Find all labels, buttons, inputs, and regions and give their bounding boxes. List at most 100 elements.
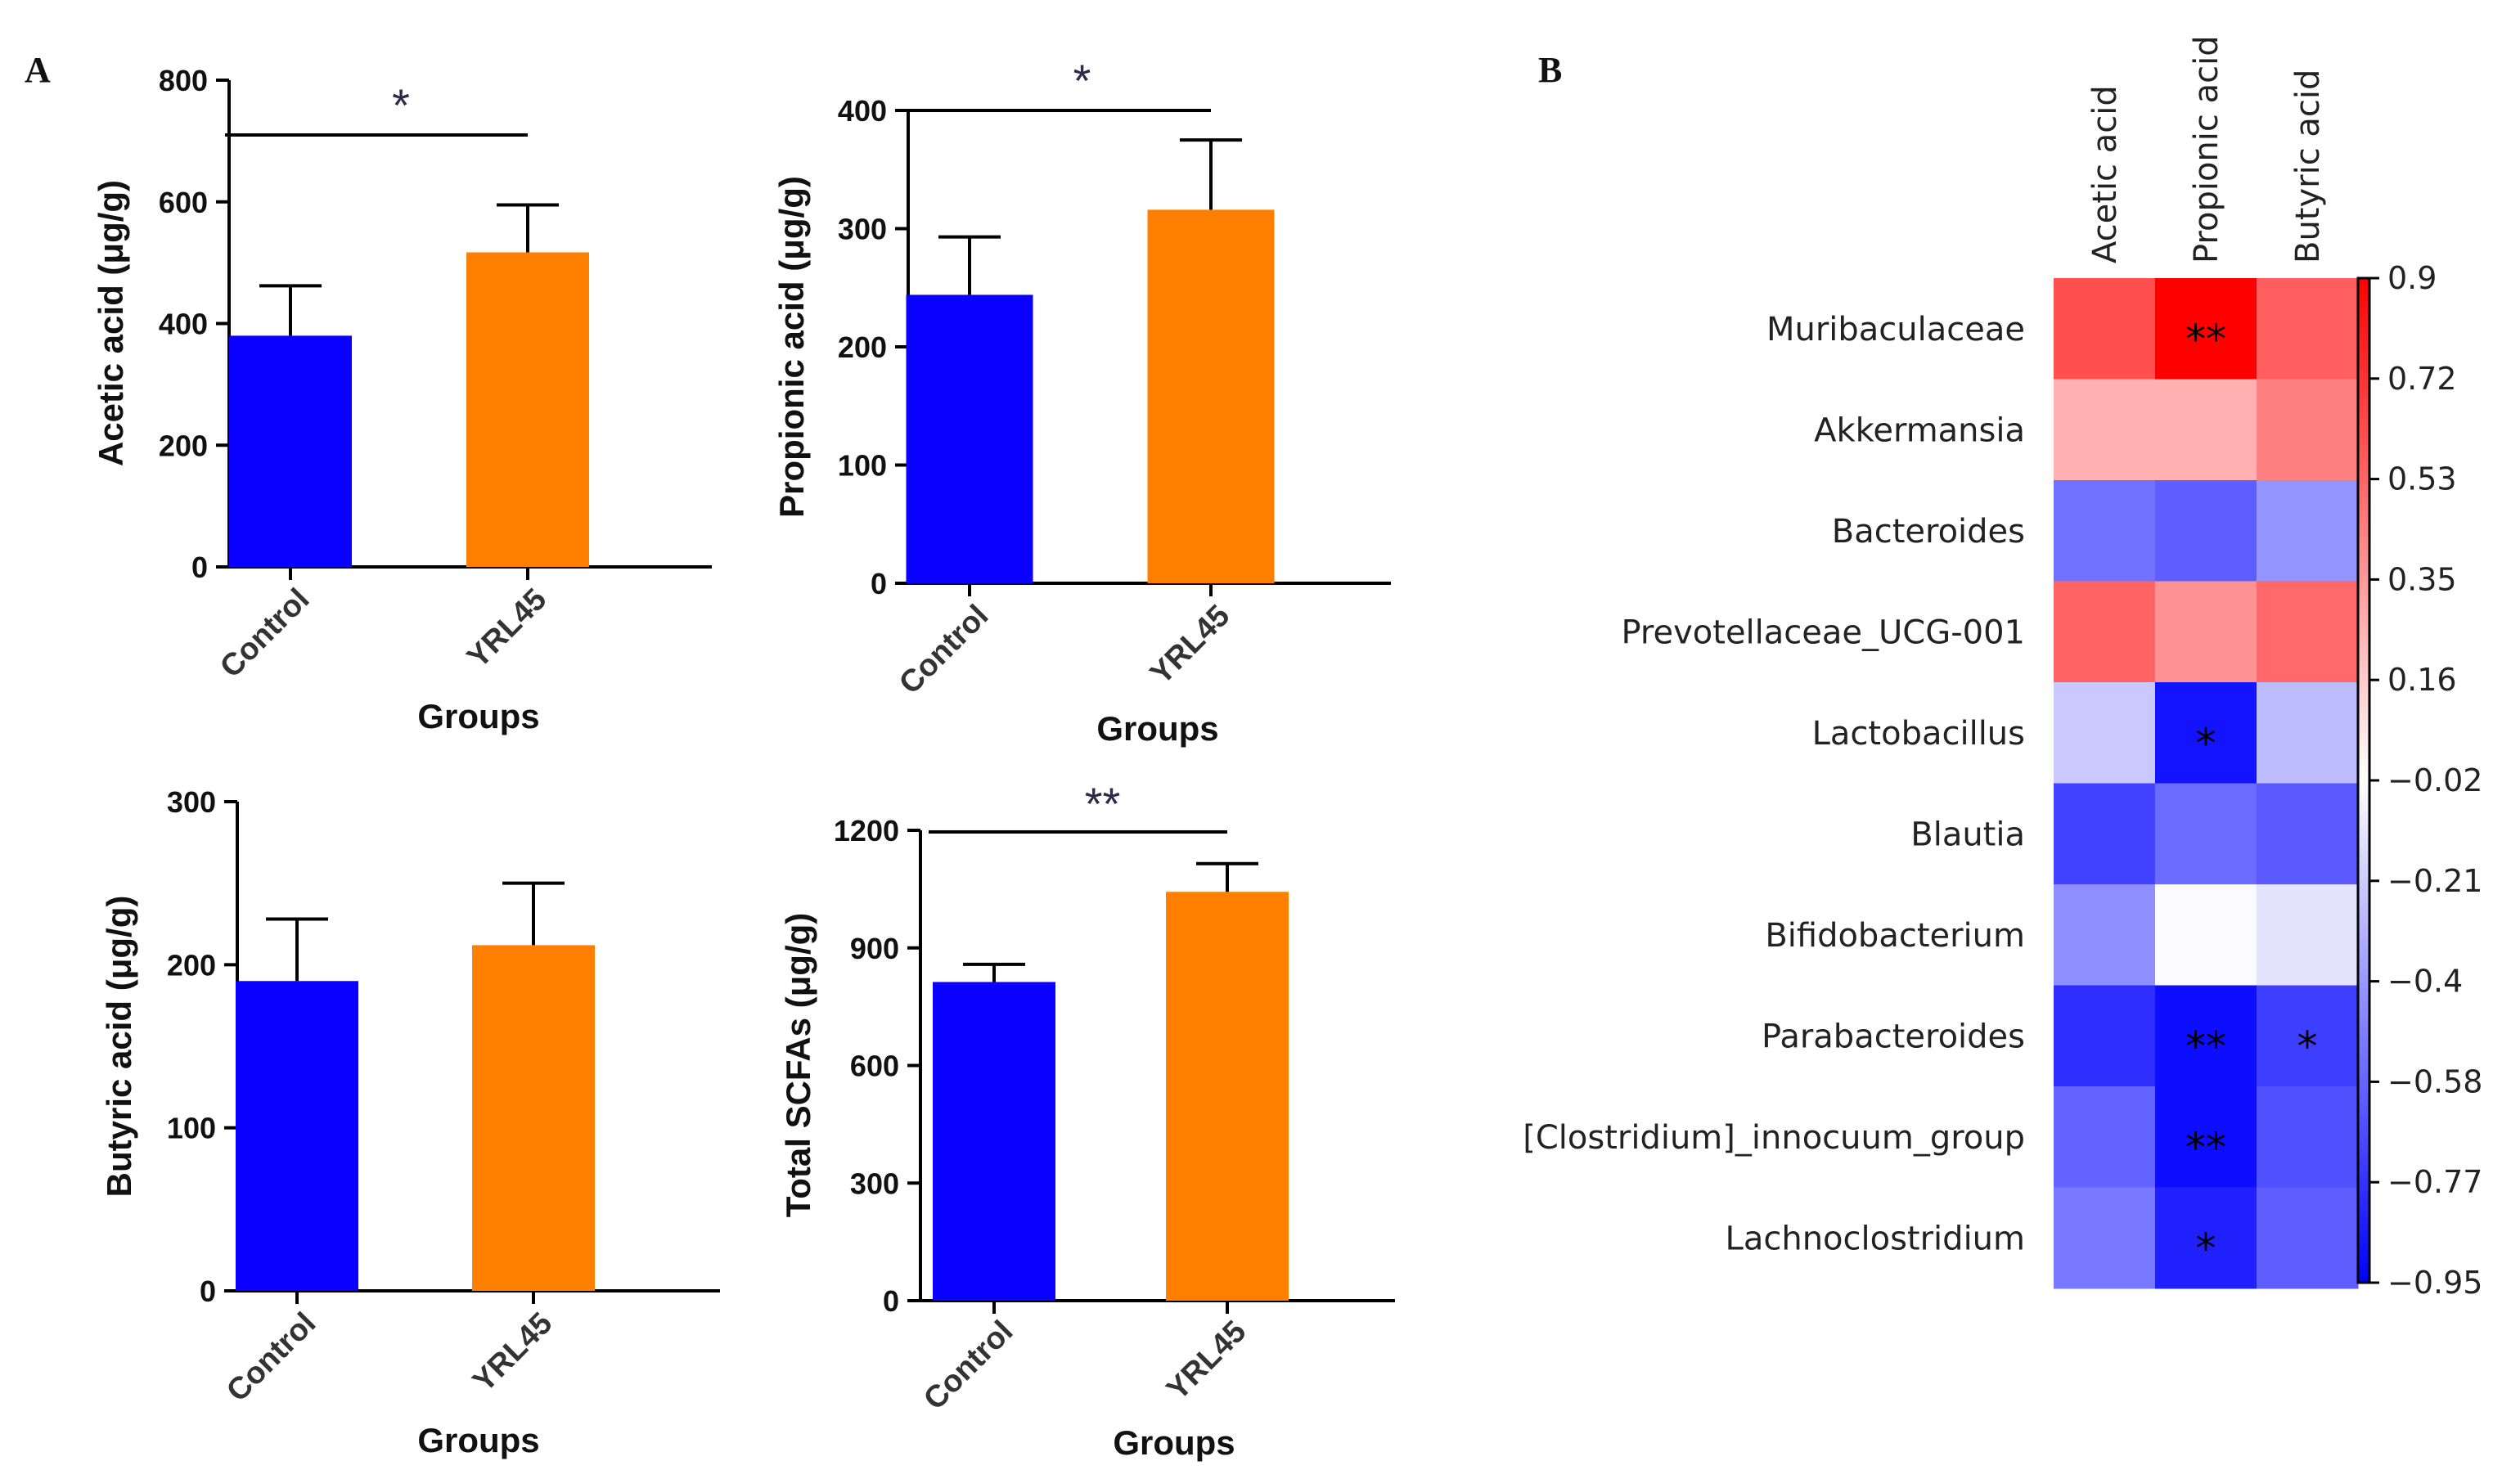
colorbar-tick-label: 0.53 — [2387, 461, 2457, 497]
heatmap-cell — [2054, 581, 2156, 683]
panel-label-b: B — [1538, 50, 1562, 90]
category-label: Control — [893, 599, 995, 701]
heatmap-significance: ** — [2185, 1023, 2226, 1070]
y-tick-label: 600 — [159, 186, 208, 219]
heatmap-cell — [2155, 480, 2257, 582]
colorbar-tick-label: −0.58 — [2387, 1063, 2482, 1099]
colorbar-tick-label: 0.35 — [2387, 561, 2457, 597]
bar-chart-4: 0 300 600 900 1200 Total SCFAs (μg/g) Control Y… — [779, 778, 1395, 1462]
heatmap-cell — [2257, 480, 2359, 582]
category-label: YRL45 — [1160, 1315, 1253, 1407]
y-axis-label: Propionic acid (μg/g) — [772, 176, 811, 518]
y-tick-label: 300 — [850, 1167, 899, 1200]
heatmap-cell — [2155, 379, 2257, 481]
colorbar-tick-label: −0.4 — [2387, 964, 2463, 1000]
y-tick-label: 100 — [167, 1112, 216, 1145]
heatmap-row-label: Blautia — [1910, 816, 2025, 853]
heatmap-cell — [2155, 1187, 2257, 1289]
x-axis-label: Groups — [1096, 709, 1218, 748]
bar-control — [933, 982, 1055, 1301]
x-axis-label: Groups — [1113, 1423, 1235, 1462]
y-tick-label: 0 — [871, 567, 887, 600]
heatmap-cell — [2054, 278, 2156, 380]
y-tick-label: 400 — [838, 94, 887, 128]
colorbar-tick-label: 0.16 — [2387, 662, 2457, 698]
y-tick-label: 400 — [159, 308, 208, 341]
heatmap-cell — [2257, 1187, 2359, 1289]
heatmap-cell — [2257, 1086, 2359, 1188]
y-tick-label: 0 — [883, 1284, 899, 1318]
heatmap-cell — [2257, 884, 2359, 986]
bar-yrl45 — [1166, 892, 1289, 1301]
bar-chart-3: 0 100 200 300 Butyric acid (μg/g) Control YRL4… — [100, 785, 720, 1459]
colorbar-tick-label: 0.72 — [2387, 361, 2457, 397]
heatmap-significance: ** — [2185, 316, 2226, 363]
category-label: Control — [917, 1315, 1019, 1417]
heatmap-significance: * — [2297, 1023, 2318, 1070]
heatmap-cell — [2054, 379, 2156, 481]
colorbar-tick-label: −0.95 — [2387, 1265, 2482, 1301]
y-axis-label: Acetic acid (μg/g) — [92, 180, 130, 466]
heatmap-cell — [2054, 682, 2156, 784]
y-tick-label: 300 — [167, 785, 216, 819]
significance-marker: ** — [1085, 778, 1121, 829]
y-tick-label: 1200 — [834, 814, 899, 847]
heatmap-cell — [2257, 682, 2359, 784]
colorbar-tick-label: 0.9 — [2387, 260, 2437, 296]
heatmap-row-label: Muribaculaceae — [1766, 311, 2025, 348]
heatmap-significance: * — [2196, 720, 2216, 767]
heatmap-cell — [2054, 1086, 2156, 1188]
y-tick-label: 0 — [200, 1274, 216, 1308]
heatmap-cell — [2155, 581, 2257, 683]
y-tick-label: 100 — [838, 449, 887, 483]
y-tick-label: 600 — [850, 1050, 899, 1083]
heatmap-row-label: Lachnoclostridium — [1726, 1220, 2025, 1257]
y-tick-label: 200 — [838, 330, 887, 364]
heatmap-cell — [2257, 581, 2359, 683]
y-axis-label: Butyric acid (μg/g) — [100, 896, 138, 1198]
heatmap-cell — [2155, 682, 2257, 784]
significance-marker: * — [392, 79, 410, 131]
heatmap-cell — [2155, 985, 2257, 1087]
heatmap-cell — [2155, 884, 2257, 986]
bar-yrl45 — [466, 252, 589, 567]
heatmap-row-label: Parabacteroides — [1762, 1018, 2025, 1055]
y-tick-label: 200 — [159, 429, 208, 462]
heatmap-significance: ** — [2185, 1124, 2226, 1171]
heatmap-cell — [2054, 1187, 2156, 1289]
y-tick-label: 900 — [850, 932, 899, 965]
colorbar — [2356, 276, 2371, 1284]
significance-marker: * — [1073, 55, 1091, 106]
category-label: Control — [214, 582, 316, 685]
heatmap-cell — [2054, 783, 2156, 885]
colorbar-tick-label: −0.21 — [2387, 863, 2482, 899]
heatmap-column-label: Butyric acid — [2289, 70, 2327, 263]
heatmap-row-label: Bifidobacterium — [1765, 917, 2025, 955]
y-tick-label: 0 — [191, 551, 208, 584]
x-axis-label: Groups — [417, 1421, 539, 1459]
bar-control — [229, 335, 352, 567]
heatmap-cell — [2155, 783, 2257, 885]
y-tick-label: 200 — [167, 948, 216, 982]
heatmap-cell — [2155, 278, 2257, 380]
bar-yrl45 — [472, 945, 595, 1291]
bar-yrl45 — [1147, 209, 1275, 583]
bar-chart-2: 0 100 200 300 400 Propionic acid (μg/g) Contro… — [772, 55, 1391, 748]
bar-control — [236, 981, 358, 1291]
panel-label-a: A — [25, 50, 51, 90]
heatmap-column-label: Propionic acid — [2188, 35, 2225, 263]
heatmap-column-label: Acetic acid — [2086, 85, 2124, 263]
heatmap-row-label: Lactobacillus — [1812, 715, 2025, 753]
heatmap-row-label: [Clostridium]_innocuum_group — [1523, 1119, 2025, 1157]
heatmap-row-label: Bacteroides — [1832, 513, 2025, 551]
bar-charts: 0 200 400 600 800 Acetic acid (μg/g) Control YR… — [92, 55, 1395, 1462]
heatmap-cell — [2257, 379, 2359, 481]
heatmap-row-label: Akkermansia — [1814, 411, 2025, 449]
y-axis-label: Total SCFAs (μg/g) — [779, 913, 817, 1218]
category-label: Control — [220, 1306, 322, 1409]
bar-chart-1: 0 200 400 600 800 Acetic acid (μg/g) Control YR… — [92, 64, 712, 735]
correlation-heatmap: Muribaculaceae **AkkermansiaBacteroidesPr… — [1523, 35, 2482, 1301]
category-label: YRL45 — [461, 582, 553, 675]
category-label: YRL45 — [1144, 599, 1236, 691]
